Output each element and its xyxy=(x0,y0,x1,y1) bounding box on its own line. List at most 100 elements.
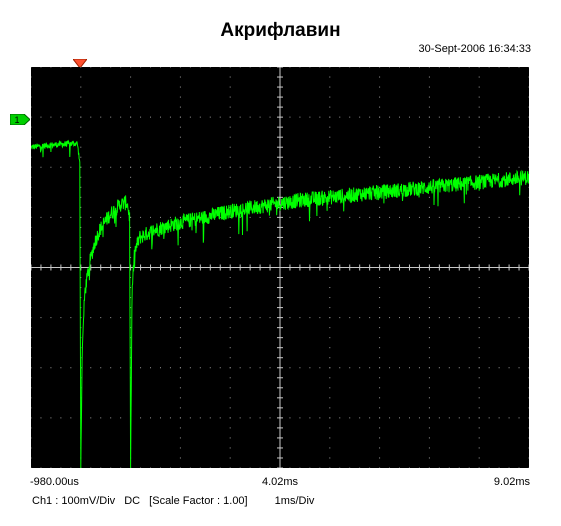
grid-dot xyxy=(438,467,440,468)
grid-dot xyxy=(428,347,430,349)
grid-dot xyxy=(179,246,181,248)
grid-dot xyxy=(169,467,171,468)
grid-dot xyxy=(169,317,171,319)
grid-dot xyxy=(229,256,231,258)
grid-dot xyxy=(528,337,529,339)
grid-dot xyxy=(428,457,430,459)
grid-dot xyxy=(80,206,82,208)
grid-dot xyxy=(31,417,32,419)
grid-dot xyxy=(299,116,301,118)
grid-dot xyxy=(478,206,480,208)
grid-dot xyxy=(229,417,231,419)
grid-dot xyxy=(130,196,132,198)
grid-dot xyxy=(229,317,231,319)
grid-dot xyxy=(269,116,271,118)
grid-dot xyxy=(90,467,92,468)
grid-dot xyxy=(80,236,82,238)
grid-dot xyxy=(229,277,231,279)
grid-dot xyxy=(309,166,311,168)
grid-dot xyxy=(80,86,82,88)
grid-dot xyxy=(249,116,251,118)
channel-1-marker: 1 xyxy=(10,114,30,125)
grid-dot xyxy=(80,156,82,158)
grid-dot xyxy=(528,186,529,188)
grid-dot xyxy=(50,166,52,168)
grid-dot xyxy=(80,126,82,128)
grid-dot xyxy=(319,367,321,369)
grid-dot xyxy=(31,427,32,429)
grid-dot xyxy=(179,307,181,309)
grid-dot xyxy=(478,317,480,319)
grid-dot xyxy=(90,116,92,118)
grid-dot xyxy=(229,397,231,399)
grid-dot xyxy=(31,317,32,319)
grid-dot xyxy=(289,417,291,419)
grid-dot xyxy=(369,67,371,68)
grid-dot xyxy=(379,277,381,279)
grid-dot xyxy=(428,236,430,238)
grid-dot xyxy=(229,327,231,329)
grid-dot xyxy=(379,457,381,459)
grid-dot xyxy=(379,377,381,379)
grid-dot xyxy=(130,76,132,78)
grid-dot xyxy=(50,417,52,419)
grid-dot xyxy=(299,317,301,319)
grid-dot xyxy=(339,67,341,68)
scope-settings-footer: Ch1 : 100mV/Div DC [Scale Factor : 1.00]… xyxy=(32,495,320,507)
grid-dot xyxy=(488,317,490,319)
grid-dot xyxy=(239,367,241,369)
grid-dot xyxy=(179,86,181,88)
grid-dot xyxy=(528,367,529,369)
grid-dot xyxy=(379,176,381,178)
grid-dot xyxy=(498,116,500,118)
grid-dot xyxy=(428,136,430,138)
grid-dot xyxy=(448,216,450,218)
grid-dot xyxy=(179,317,181,319)
grid-dot xyxy=(80,136,82,138)
grid-dot xyxy=(458,166,460,168)
grid-dot xyxy=(478,166,480,168)
grid-dot xyxy=(100,166,102,168)
grid-dot xyxy=(518,417,520,419)
grid-dot xyxy=(249,317,251,319)
grid-dot xyxy=(179,427,181,429)
grid-dot xyxy=(31,76,32,78)
grid-dot xyxy=(130,126,132,128)
grid-dot xyxy=(70,216,72,218)
grid-dot xyxy=(379,256,381,258)
grid-dot xyxy=(468,166,470,168)
grid-dot xyxy=(428,467,430,468)
grid-dot xyxy=(528,236,529,238)
grid-dot xyxy=(309,116,311,118)
grid-dot xyxy=(90,367,92,369)
grid-dot xyxy=(389,467,391,468)
grid-dot xyxy=(140,467,142,468)
grid-dot xyxy=(379,126,381,128)
grid-dot xyxy=(31,277,32,279)
grid-dot xyxy=(389,116,391,118)
grid-dot xyxy=(408,317,410,319)
grid-dot xyxy=(349,467,351,468)
grid-dot xyxy=(329,457,331,459)
grid-dot xyxy=(528,277,529,279)
grid-dot xyxy=(31,367,32,369)
grid-dot xyxy=(369,166,371,168)
grid-dot xyxy=(379,317,381,319)
grid-dot xyxy=(179,126,181,128)
grid-dot xyxy=(130,317,132,319)
grid-dot xyxy=(179,96,181,98)
grid-dot xyxy=(309,367,311,369)
grid-dot xyxy=(50,216,52,218)
grid-dot xyxy=(229,96,231,98)
grid-dot xyxy=(418,116,420,118)
scope-plot xyxy=(31,67,529,468)
grid-dot xyxy=(379,156,381,158)
grid-dot xyxy=(80,216,82,218)
grid-dot xyxy=(428,166,430,168)
grid-dot xyxy=(428,126,430,128)
grid-dot xyxy=(209,67,211,68)
grid-dot xyxy=(31,407,32,409)
grid-dot xyxy=(229,447,231,449)
grid-dot xyxy=(498,417,500,419)
grid-dot xyxy=(100,67,102,68)
